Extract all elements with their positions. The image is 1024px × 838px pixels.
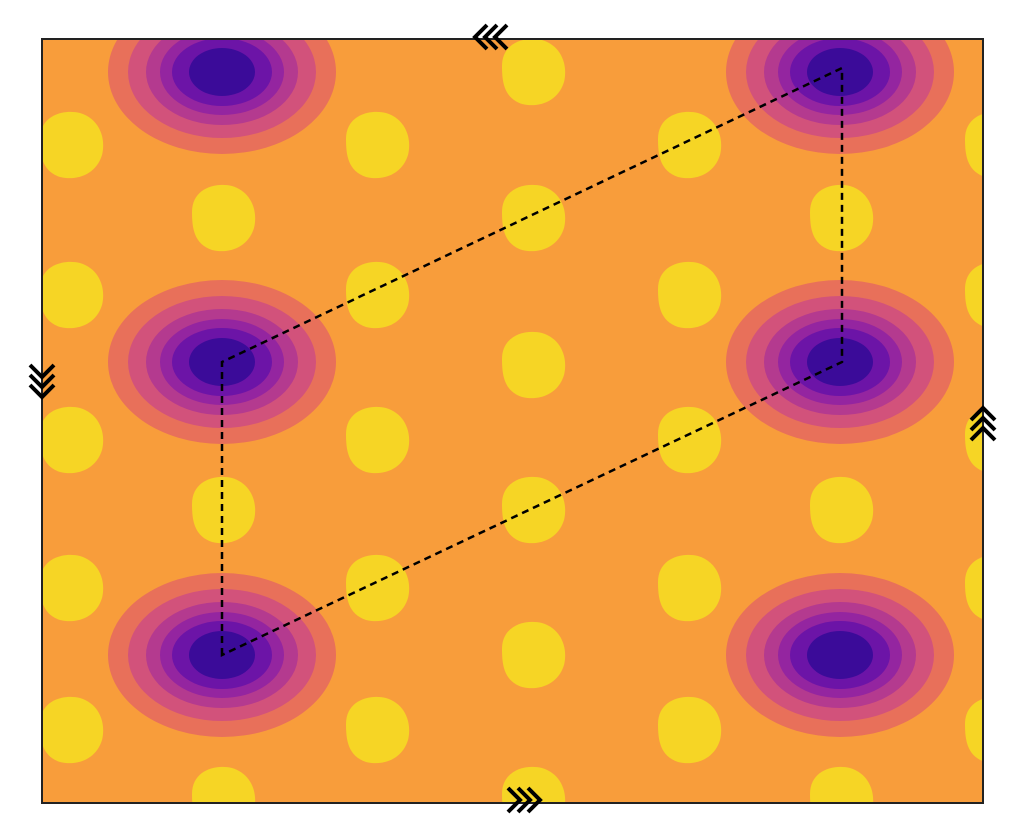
contour-map [42, 39, 983, 803]
frame [41, 38, 984, 804]
unit-cell [220, 66, 844, 657]
